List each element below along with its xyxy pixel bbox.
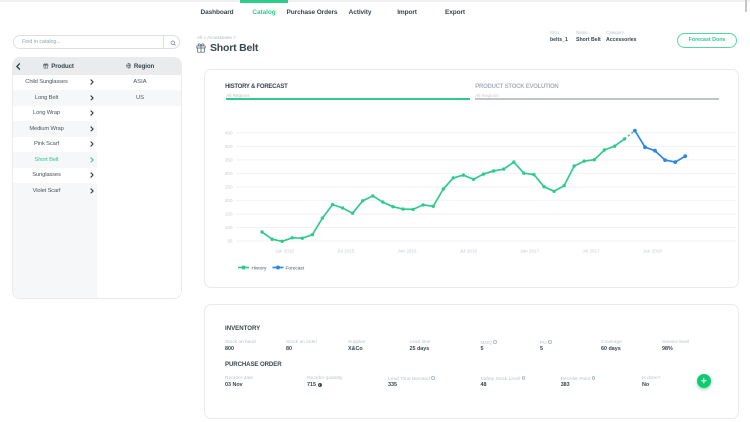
svg-text:300: 300 xyxy=(225,171,233,176)
svg-text:History: History xyxy=(252,265,268,271)
svg-text:50: 50 xyxy=(227,239,233,244)
svg-text:Jan 2018: Jan 2018 xyxy=(643,249,662,254)
svg-text:Jul 2015: Jul 2015 xyxy=(337,249,355,254)
svg-text:Jul 2017: Jul 2017 xyxy=(582,249,600,254)
svg-text:400: 400 xyxy=(225,144,233,149)
svg-text:Forecast: Forecast xyxy=(286,265,305,271)
svg-text:Jan 2017: Jan 2017 xyxy=(520,249,539,254)
svg-text:100: 100 xyxy=(225,225,233,230)
svg-text:200: 200 xyxy=(225,198,233,203)
svg-text:450: 450 xyxy=(225,130,233,135)
svg-text:Jan 2016: Jan 2016 xyxy=(398,249,417,254)
svg-text:Jan 2015: Jan 2015 xyxy=(275,249,294,254)
svg-text:350: 350 xyxy=(225,157,233,162)
svg-text:Jul 2016: Jul 2016 xyxy=(460,249,478,254)
svg-text:150: 150 xyxy=(225,212,233,217)
svg-text:250: 250 xyxy=(225,184,233,189)
